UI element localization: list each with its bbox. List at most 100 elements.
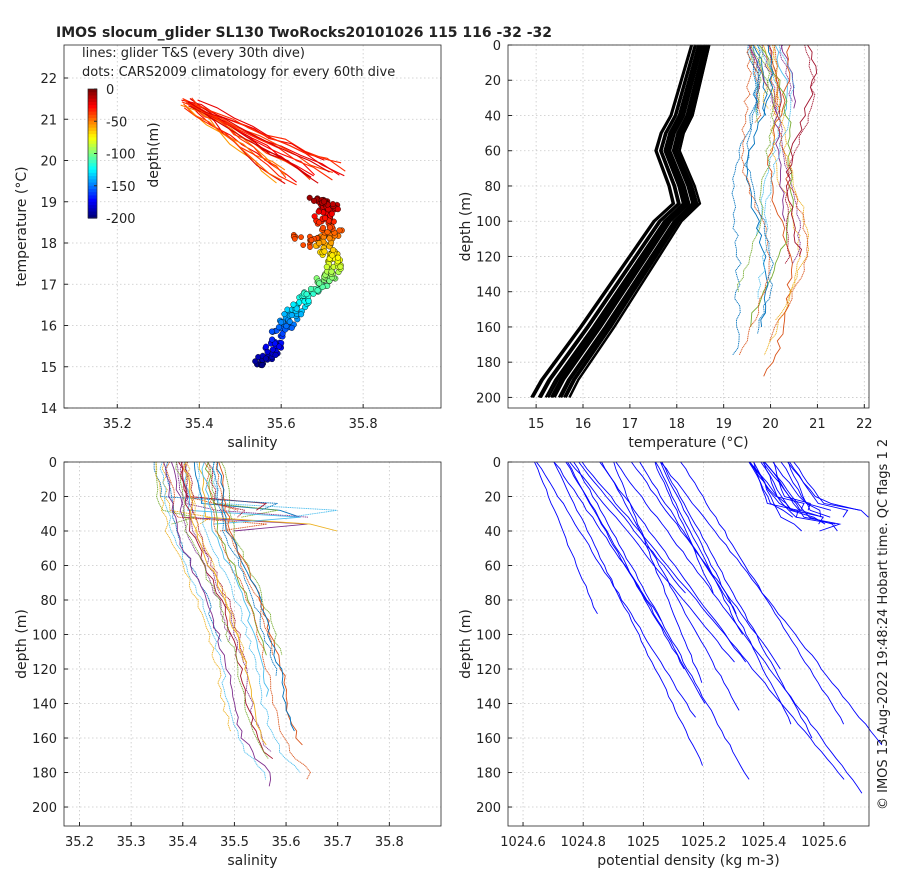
temp-y-tick-label: 180 xyxy=(476,356,501,371)
ts-climatology-dot xyxy=(293,305,300,312)
ts-climatology-dot xyxy=(328,268,335,275)
colorbar-segment xyxy=(88,95,97,100)
temp-x-tick-label: 20 xyxy=(762,417,779,432)
colorbar-segment xyxy=(88,179,97,184)
ts-climatology-dot xyxy=(303,291,310,298)
colorbar-tick-label: 0 xyxy=(106,83,114,98)
colorbar-segment xyxy=(88,150,97,155)
ts-x-tick-label: 35.6 xyxy=(267,417,296,432)
sal-glider-line xyxy=(201,461,269,697)
temp-glider-line xyxy=(738,44,771,356)
dens-y-tick-label: 20 xyxy=(484,491,501,506)
ts-y-tick-label: 18 xyxy=(40,237,57,252)
colorbar-segment xyxy=(88,163,97,168)
ts-x-axis-label: salinity xyxy=(227,435,277,451)
ts-climatology-dot xyxy=(268,328,275,335)
colorbar-segment xyxy=(88,176,97,180)
ts-climatology-dot xyxy=(335,254,342,261)
colorbar-segment xyxy=(88,214,97,219)
colorbar-segment xyxy=(88,111,97,116)
sal-glider-line xyxy=(179,461,274,760)
sal-y-tick-label: 0 xyxy=(49,456,57,471)
sal-glider-profiles xyxy=(153,461,338,787)
ts-climatology-dot xyxy=(288,324,295,331)
sal-glider-line xyxy=(196,461,301,773)
sal-glider-line xyxy=(164,461,222,642)
ts-y-tick-label: 14 xyxy=(40,402,57,417)
dens-glider-line xyxy=(534,461,598,615)
colorbar-segment xyxy=(88,124,97,129)
sal-glider-line xyxy=(155,461,195,525)
ts-climatology-dot xyxy=(281,311,288,318)
dens-glider-line xyxy=(565,461,685,670)
dens-glider-line xyxy=(748,461,794,518)
temp-climatology-line xyxy=(530,44,693,398)
temp-x-axis-label: temperature (°C) xyxy=(628,435,748,451)
sal-glider-line xyxy=(179,461,309,518)
temp-y-tick-label: 120 xyxy=(476,250,501,265)
ts-climatology-dot xyxy=(269,336,276,343)
ts-glider-line xyxy=(196,104,346,172)
sal-glider-line xyxy=(221,461,283,656)
dens-glider-line xyxy=(639,461,737,614)
colorbar-segment xyxy=(88,114,97,119)
colorbar-segment xyxy=(88,101,97,106)
temp-x-tick-label: 15 xyxy=(528,417,545,432)
temp-y-tick-label: 0 xyxy=(493,39,501,54)
ts-climatology-dot xyxy=(316,280,323,287)
sal-glider-line xyxy=(170,461,308,532)
temp-y-tick-label: 20 xyxy=(484,74,501,89)
ts-y-tick-label: 21 xyxy=(40,113,57,128)
temp-glider-line xyxy=(785,44,818,257)
temp-glider-line xyxy=(784,44,816,264)
dens-glider-line xyxy=(581,461,845,780)
ts-climatology-dot xyxy=(311,197,318,204)
sal-glider-line xyxy=(198,461,338,532)
colorbar-segment xyxy=(88,127,97,132)
temp-glider-line xyxy=(750,44,761,109)
dens-glider-line xyxy=(601,461,740,711)
dens-x-tick-label: 1025.2 xyxy=(681,835,727,850)
temp-glider-line xyxy=(744,44,774,335)
dens-glider-line xyxy=(654,461,714,594)
colorbar-segment xyxy=(88,188,97,193)
density-profile-panel: 1024.6 1024.8 1025 1025.2 1025.4 1025.6 0 20 40 6… xyxy=(458,456,883,869)
temp-glider-profiles xyxy=(731,44,818,377)
colorbar-segment xyxy=(88,201,97,206)
temp-glider-line xyxy=(767,44,779,116)
ts-glider-line xyxy=(181,99,325,161)
temp-glider-line xyxy=(731,44,761,356)
colorbar-segment xyxy=(88,166,97,171)
dens-glider-line xyxy=(661,461,813,739)
sal-y-tick-label: 20 xyxy=(40,491,57,506)
temp-glider-line xyxy=(753,44,769,109)
colorbar-tick-label: -200 xyxy=(106,212,136,227)
dens-y-tick-label: 40 xyxy=(484,525,501,540)
ts-axes-box xyxy=(63,44,442,409)
ts-climatology-dot xyxy=(320,198,327,205)
sal-x-tick-label: 35.5 xyxy=(220,835,249,850)
dens-axes-box xyxy=(507,461,870,827)
ts-climatology-dot xyxy=(291,236,298,242)
dens-glider-line xyxy=(536,461,696,718)
dens-glider-line xyxy=(613,461,703,683)
dens-glider-line xyxy=(553,461,703,766)
temp-glider-line xyxy=(755,44,782,236)
ts-climatology-dot xyxy=(264,348,271,355)
sal-y-tick-label: 120 xyxy=(32,663,57,678)
temp-climatology-line xyxy=(547,44,701,398)
temp-glider-line xyxy=(771,44,810,321)
dens-y-tick-label: 200 xyxy=(476,801,501,816)
ts-climatology-dot xyxy=(323,263,330,270)
dens-glider-line xyxy=(599,461,747,663)
ts-climatology-dot xyxy=(320,224,327,231)
temp-y-tick-label: 140 xyxy=(476,286,501,301)
dens-x-tick-label: 1025.4 xyxy=(741,835,787,850)
dens-glider-line xyxy=(789,461,849,518)
dens-glider-line xyxy=(660,461,883,746)
sal-glider-line xyxy=(184,461,272,753)
colorbar-segment xyxy=(88,182,97,187)
ts-glider-lines xyxy=(180,97,346,186)
sal-glider-line xyxy=(165,461,268,532)
